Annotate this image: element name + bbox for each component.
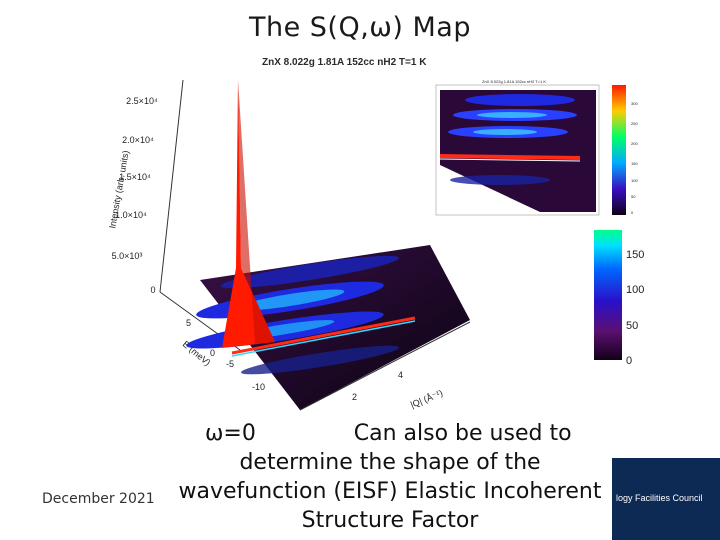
- energy-tick-label: -5: [226, 359, 234, 369]
- z-tick-label: 2.5×10⁴: [126, 96, 158, 106]
- q-axis-label: |Q| (Å⁻¹): [409, 388, 444, 410]
- z-tick-label: 0: [150, 285, 155, 295]
- colorbar-tick-label: 0: [626, 355, 632, 367]
- colorbar-tick-label: 100: [626, 284, 644, 296]
- sqw-surface: [186, 80, 470, 410]
- inset-colorbar-tick: 50: [631, 194, 636, 199]
- z-tick-label: 2.0×10⁴: [122, 135, 154, 145]
- plot-heading: ZnX 8.022g 1.81A 152cc nH2 T=1 K: [262, 57, 427, 68]
- footer-date: December 2021: [42, 491, 155, 507]
- z-tick-label: 5.0×10³: [112, 251, 143, 261]
- energy-tick-label: 5: [186, 318, 191, 328]
- sqw-figure: ZnX 8.022g 1.81A 152cc nH2 T=1 K: [107, 57, 644, 411]
- slide-caption: ω=0 Can also be used to determine the sh…: [165, 419, 615, 535]
- inset-colorbar-tick: 250: [631, 121, 638, 126]
- inset-colorbar-tick: 300: [631, 101, 638, 106]
- main-colorbar: 150 100 50 0: [594, 230, 644, 367]
- z-tick-label: 1.5×10⁴: [119, 172, 151, 182]
- logo-stripe: [612, 420, 720, 458]
- organization-logo: logy Facilities Council: [612, 420, 720, 540]
- energy-tick-label: 0: [210, 348, 215, 358]
- q-tick-label: 2: [352, 392, 357, 402]
- inset-heading: ZnX 8.022g 1.81A 152cc nH2 T=1 K: [482, 79, 546, 84]
- z-tick-label: 1.0×10⁴: [115, 210, 147, 220]
- inset-colorbar-tick: 150: [631, 161, 638, 166]
- colorbar-tick-label: 50: [626, 320, 638, 332]
- caption-line-1: ω=0 Can also be used to: [165, 419, 615, 448]
- caption-line-4: Structure Factor: [301, 508, 479, 533]
- inset-colorbar-tick: 100: [631, 178, 638, 183]
- inset-colorbar-tick: 0: [631, 210, 634, 215]
- sqw-3d-plot: 2.5×10⁴ 2.0×10⁴ 1.5×10⁴ 1.0×10⁴ 5.0×10³ …: [107, 79, 644, 411]
- caption-line-1-rest: Can also be used to: [353, 421, 572, 446]
- elastic-peak: [222, 80, 275, 348]
- colorbar-tick-label: 150: [626, 249, 644, 261]
- slide-title: The S(Q,ω) Map: [248, 12, 471, 43]
- q-tick-label: 4: [398, 370, 403, 380]
- energy-tick-label: -10: [252, 382, 265, 392]
- caption-line-3: wavefunction (EISF) Elastic Incoherent: [178, 479, 602, 504]
- omega-zero-label: ω=0: [205, 421, 256, 446]
- logo-text: logy Facilities Council: [616, 493, 703, 503]
- inset-colorbar-tick: 200: [631, 141, 638, 146]
- inset-map: ZnX 8.022g 1.81A 152cc nH2 T=1 K 300 250…: [435, 79, 638, 216]
- caption-line-2: determine the shape of the: [239, 450, 541, 475]
